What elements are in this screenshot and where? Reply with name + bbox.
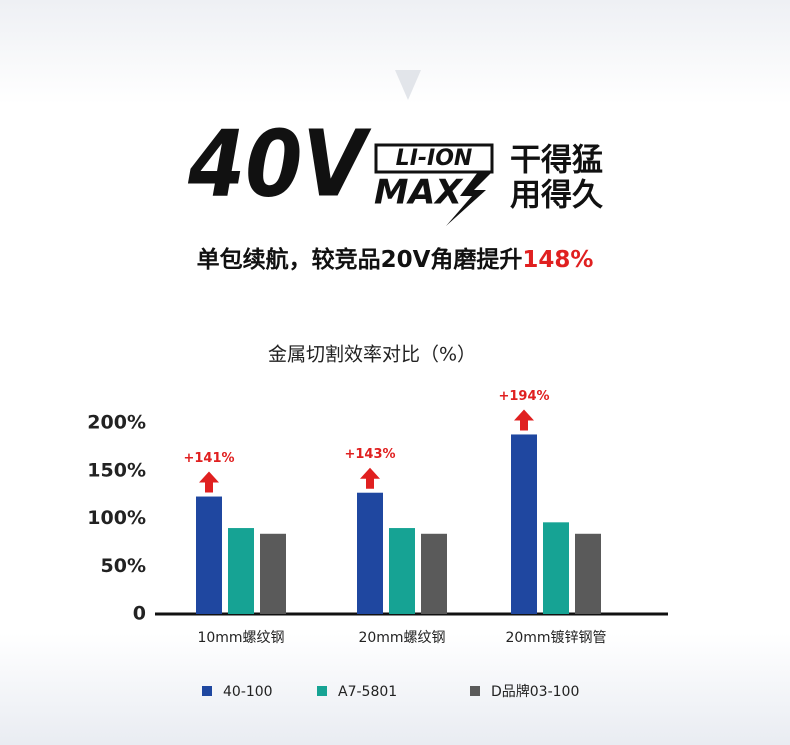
bar bbox=[196, 496, 222, 614]
y-tick-label: 200% bbox=[87, 412, 146, 434]
up-arrow bbox=[514, 409, 534, 431]
y-tick-label: 0 bbox=[133, 603, 146, 625]
legend-swatch bbox=[202, 686, 212, 696]
bar bbox=[543, 522, 569, 614]
annotation: +194% bbox=[498, 389, 549, 404]
y-tick-label: 50% bbox=[101, 555, 146, 577]
badge-box bbox=[374, 143, 494, 174]
bar bbox=[357, 492, 383, 614]
y-tick-label: 100% bbox=[87, 507, 146, 529]
up-arrow bbox=[360, 467, 380, 489]
x-tick-label: 20mm镀锌钢管 bbox=[505, 629, 606, 646]
top-notch bbox=[395, 70, 421, 100]
bar bbox=[389, 528, 415, 614]
subtitle-highlight: 148% bbox=[522, 247, 593, 273]
big-title: 40V bbox=[187, 110, 372, 217]
annotation: +141% bbox=[183, 451, 234, 466]
badge-top: LI-ION bbox=[396, 146, 473, 171]
legend-label: A7-5801 bbox=[338, 684, 397, 700]
up-arrow bbox=[199, 471, 219, 493]
bar bbox=[421, 533, 447, 614]
slogan: 干得猛 bbox=[510, 143, 603, 179]
annotation: +143% bbox=[344, 447, 395, 462]
slogan: 用得久 bbox=[510, 178, 603, 214]
bar bbox=[228, 528, 254, 614]
chart-title: 金属切割效率对比（%） bbox=[268, 344, 476, 366]
bar bbox=[511, 434, 537, 614]
legend-swatch bbox=[317, 686, 327, 696]
x-tick-label: 20mm螺纹钢 bbox=[358, 630, 445, 646]
bar bbox=[260, 533, 286, 614]
legend-label: D品牌03-100 bbox=[491, 683, 579, 700]
subtitle: 单包续航，较竞品20V角磨提升148% bbox=[197, 246, 594, 273]
subtitle-text: 单包续航，较竞品20V角磨提升 bbox=[197, 246, 523, 273]
badge-bottom: MAX bbox=[374, 173, 464, 213]
bar bbox=[575, 533, 601, 614]
y-tick-label: 150% bbox=[87, 459, 146, 481]
legend-swatch bbox=[470, 686, 480, 696]
x-tick-label: 10mm螺纹钢 bbox=[197, 630, 284, 646]
legend-label: 40-100 bbox=[223, 684, 273, 700]
